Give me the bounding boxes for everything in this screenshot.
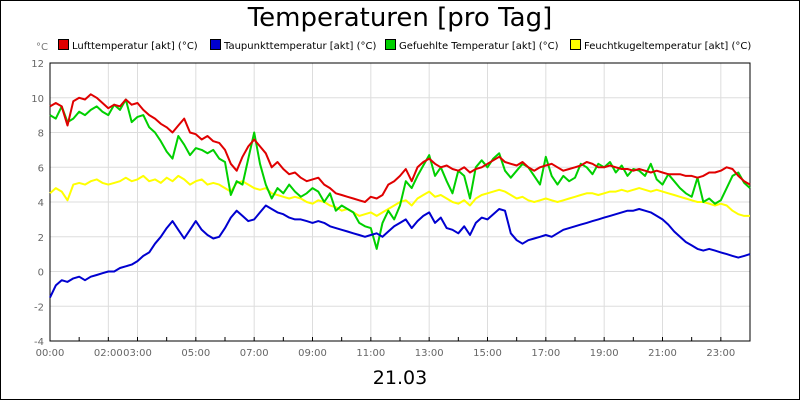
legend-item-lufttemperatur: Lufttemperatur [akt] (°C) (58, 39, 198, 52)
y-tick-label: 2 (38, 233, 44, 244)
series-line (49, 204, 751, 299)
legend-swatch-taupunkttemperatur (210, 39, 221, 50)
legend-swatch-gefuehlte-temperatur (385, 39, 396, 50)
y-axis-unit-label: °C (36, 42, 48, 53)
x-axis-date-label: 21.03 (372, 367, 428, 389)
y-tick-label: 8 (38, 129, 44, 140)
x-tick-label: 02:00 (94, 348, 123, 359)
legend-item-feuchtkugeltemperatur: Feuchtkugeltemperatur [akt] (°C) (570, 39, 752, 52)
legend-label: Taupunkttemperatur [akt] (°C) (224, 41, 377, 52)
legend-swatch-lufttemperatur (58, 39, 69, 50)
x-tick-label: 05:00 (181, 348, 210, 359)
x-tick-label: 03:00 (123, 348, 152, 359)
x-tick-label: 17:00 (531, 348, 560, 359)
y-tick-label: 0 (38, 268, 44, 279)
y-tick-label: -2 (34, 302, 44, 313)
x-tick-label: 09:00 (298, 348, 327, 359)
legend-label: Gefuehlte Temperatur [akt] (°C) (399, 41, 559, 52)
legend-label: Lufttemperatur [akt] (°C) (72, 41, 198, 52)
legend-swatch-feuchtkugeltemperatur (570, 39, 581, 50)
legend-item-taupunkttemperatur: Taupunkttemperatur [akt] (°C) (210, 39, 377, 52)
y-tick-label: 12 (31, 59, 44, 70)
legend-item-gefuehlte-temperatur: Gefuehlte Temperatur [akt] (°C) (385, 39, 559, 52)
y-tick-label: 4 (38, 198, 44, 209)
y-tick-label: -4 (34, 337, 44, 348)
y-tick-label: 6 (38, 163, 44, 174)
legend-label: Feuchtkugeltemperatur [akt] (°C) (584, 41, 752, 52)
x-tick-label: 19:00 (590, 348, 619, 359)
x-tick-label: 21:00 (648, 348, 677, 359)
y-tick-label: 10 (31, 94, 44, 105)
x-tick-label: 00:00 (36, 348, 65, 359)
x-tick-label: 11:00 (356, 348, 385, 359)
series-line (49, 93, 751, 203)
series-line (49, 98, 751, 250)
x-tick-label: 13:00 (415, 348, 444, 359)
x-tick-label: 15:00 (473, 348, 502, 359)
x-tick-label: 07:00 (240, 348, 269, 359)
x-tick-label: 23:00 (706, 348, 735, 359)
chart-title: Temperaturen [pro Tag] (247, 3, 553, 33)
